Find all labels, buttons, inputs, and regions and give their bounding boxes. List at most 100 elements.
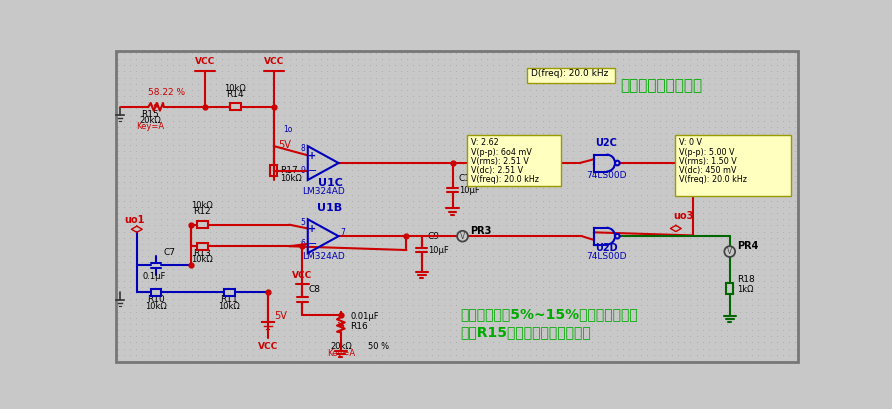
Point [671, 117, 685, 124]
Point [270, 93, 285, 99]
Point [215, 179, 229, 186]
Point [129, 173, 144, 180]
Point [634, 105, 648, 112]
Point [671, 234, 685, 241]
Point [486, 191, 500, 198]
Point [647, 142, 661, 148]
Point [739, 278, 753, 284]
Point [111, 278, 125, 284]
Point [702, 105, 716, 112]
Point [560, 234, 574, 241]
Point [443, 185, 458, 192]
Point [714, 117, 729, 124]
Point [628, 259, 642, 265]
Point [554, 198, 568, 204]
Point [400, 161, 414, 167]
Point [751, 99, 765, 106]
Point [535, 351, 549, 358]
Point [129, 142, 144, 148]
Point [560, 247, 574, 253]
Point [757, 173, 772, 180]
Point [277, 56, 291, 62]
Point [246, 136, 260, 142]
Point [720, 111, 734, 118]
Point [252, 259, 267, 265]
Point [456, 284, 470, 290]
Point [573, 284, 587, 290]
Point [529, 204, 543, 210]
Point [696, 167, 710, 173]
Point [499, 296, 513, 303]
Point [535, 142, 549, 148]
Point [357, 62, 371, 69]
Point [492, 49, 507, 56]
Point [326, 124, 341, 130]
Point [382, 296, 396, 303]
Point [412, 124, 426, 130]
Point [658, 321, 673, 327]
Point [640, 315, 655, 321]
Point [492, 124, 507, 130]
Text: V: V [727, 247, 732, 256]
Point [529, 93, 543, 99]
Point [745, 81, 759, 87]
Point [696, 81, 710, 87]
Point [178, 87, 193, 93]
Point [123, 142, 137, 148]
Point [246, 179, 260, 186]
Point [234, 185, 248, 192]
Point [720, 308, 734, 315]
Point [166, 302, 180, 309]
Point [344, 234, 359, 241]
Point [221, 308, 235, 315]
Point [745, 191, 759, 198]
Point [665, 62, 679, 69]
Point [160, 93, 174, 99]
Point [129, 93, 144, 99]
Point [628, 315, 642, 321]
Point [135, 333, 149, 339]
Point [141, 204, 155, 210]
Point [708, 117, 723, 124]
Point [185, 185, 199, 192]
Point [270, 265, 285, 272]
Point [308, 234, 322, 241]
Point [388, 222, 402, 229]
Point [240, 265, 254, 272]
Point [406, 265, 420, 272]
Point [221, 81, 235, 87]
Text: 10kΩ: 10kΩ [145, 301, 167, 310]
Point [739, 154, 753, 161]
Point [326, 210, 341, 216]
Point [554, 161, 568, 167]
Point [450, 210, 464, 216]
Point [160, 284, 174, 290]
Point [499, 272, 513, 278]
Point [615, 130, 630, 136]
Point [591, 130, 605, 136]
Point [714, 308, 729, 315]
Point [720, 56, 734, 62]
Point [647, 173, 661, 180]
Point [467, 290, 482, 297]
Point [517, 321, 532, 327]
Point [406, 99, 420, 106]
Point [425, 327, 439, 333]
Point [246, 333, 260, 339]
Point [308, 74, 322, 81]
Point [314, 74, 328, 81]
Point [295, 154, 310, 161]
Point [456, 124, 470, 130]
Point [270, 154, 285, 161]
Point [585, 357, 599, 364]
Point [726, 357, 740, 364]
Point [560, 142, 574, 148]
Point [480, 351, 494, 358]
Point [277, 167, 291, 173]
Point [166, 228, 180, 235]
Point [160, 272, 174, 278]
Point [443, 357, 458, 364]
Point [153, 308, 168, 315]
Point [714, 74, 729, 81]
Point [277, 240, 291, 247]
